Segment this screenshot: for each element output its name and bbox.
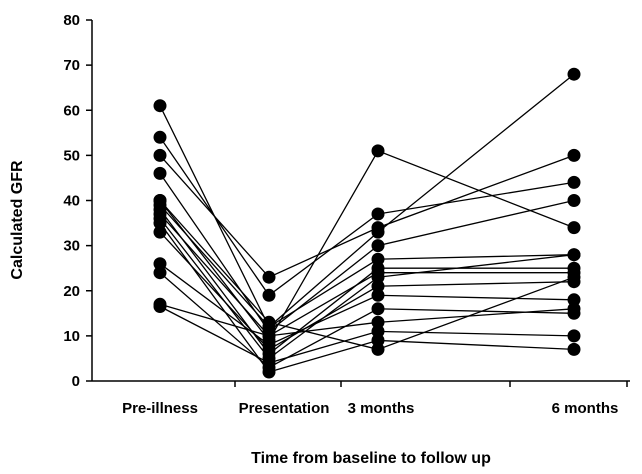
data-point bbox=[371, 144, 385, 158]
data-point bbox=[153, 166, 167, 180]
data-point bbox=[567, 302, 581, 316]
data-point bbox=[153, 148, 167, 162]
y-ticks: 0 10 20 30 40 50 60 70 80 bbox=[63, 12, 92, 390]
y-tick-label: 40 bbox=[63, 193, 80, 210]
series-line-10 bbox=[159, 231, 575, 351]
series-layer bbox=[153, 67, 581, 379]
series-line-12 bbox=[159, 272, 575, 369]
x-tick-label: Presentation bbox=[239, 400, 330, 417]
series-line-14 bbox=[159, 305, 575, 364]
series-line-1 bbox=[159, 73, 575, 328]
y-tick-label: 0 bbox=[72, 373, 80, 390]
data-point bbox=[567, 329, 581, 343]
data-point bbox=[371, 315, 385, 329]
data-point bbox=[567, 248, 581, 262]
data-point bbox=[262, 338, 276, 352]
x-tick-label: 3 months bbox=[348, 400, 415, 417]
data-point bbox=[567, 293, 581, 307]
data-point bbox=[371, 333, 385, 347]
series-line-5 bbox=[159, 150, 575, 342]
data-point bbox=[567, 194, 581, 207]
axes: 0 10 20 30 40 50 60 70 80 Pre-illness Presentatio… bbox=[63, 12, 630, 417]
data-point bbox=[371, 342, 385, 356]
series-line-2 bbox=[159, 136, 575, 297]
data-point bbox=[153, 216, 167, 230]
data-point bbox=[371, 302, 385, 316]
data-point bbox=[371, 324, 385, 338]
data-point bbox=[371, 270, 385, 284]
data-point bbox=[153, 99, 167, 113]
data-point bbox=[567, 342, 581, 356]
data-point bbox=[567, 148, 581, 162]
series-line-15 bbox=[159, 222, 575, 373]
data-point bbox=[567, 67, 581, 81]
series-line-16 bbox=[159, 200, 575, 351]
y-tick-label: 30 bbox=[63, 238, 80, 255]
y-tick-label: 80 bbox=[63, 12, 80, 29]
data-point bbox=[262, 270, 276, 284]
series-line-4 bbox=[159, 173, 575, 333]
y-axis-title: Calculated GFR bbox=[9, 160, 26, 280]
data-point bbox=[262, 315, 276, 329]
data-point bbox=[153, 266, 167, 280]
series-line-11 bbox=[159, 263, 575, 346]
data-point bbox=[371, 252, 385, 266]
data-point bbox=[153, 130, 167, 144]
y-tick-label: 10 bbox=[63, 328, 80, 345]
y-tick-label: 60 bbox=[63, 102, 80, 119]
data-point bbox=[153, 300, 167, 313]
data-point bbox=[262, 329, 276, 343]
data-point bbox=[567, 175, 581, 189]
x-ticks: Pre-illness Presentation 3 months 6 months bbox=[122, 381, 628, 417]
x-axis-title: Time from baseline to follow up bbox=[251, 450, 491, 467]
data-point bbox=[153, 225, 167, 239]
data-point bbox=[153, 194, 167, 207]
data-point bbox=[371, 279, 385, 293]
y-tick-label: 50 bbox=[63, 147, 80, 164]
y-tick-label: 70 bbox=[63, 57, 80, 74]
series-line-8 bbox=[159, 213, 574, 337]
data-point bbox=[567, 221, 581, 235]
x-tick-label: 6 months bbox=[552, 400, 619, 417]
series-line-9 bbox=[159, 218, 575, 360]
data-point bbox=[371, 207, 385, 221]
data-point bbox=[371, 221, 385, 235]
series-line-13 bbox=[159, 303, 575, 337]
series-line-6 bbox=[159, 204, 575, 328]
y-tick-label: 20 bbox=[63, 283, 80, 300]
data-point bbox=[371, 239, 385, 253]
data-point bbox=[262, 288, 276, 302]
data-point bbox=[371, 288, 385, 302]
data-point bbox=[153, 257, 167, 271]
data-point bbox=[567, 270, 581, 284]
data-point bbox=[262, 365, 276, 379]
series-line-7 bbox=[159, 209, 574, 355]
x-tick-label: Pre-illness bbox=[122, 400, 198, 417]
data-point bbox=[262, 356, 276, 370]
series-line-3 bbox=[159, 154, 575, 278]
